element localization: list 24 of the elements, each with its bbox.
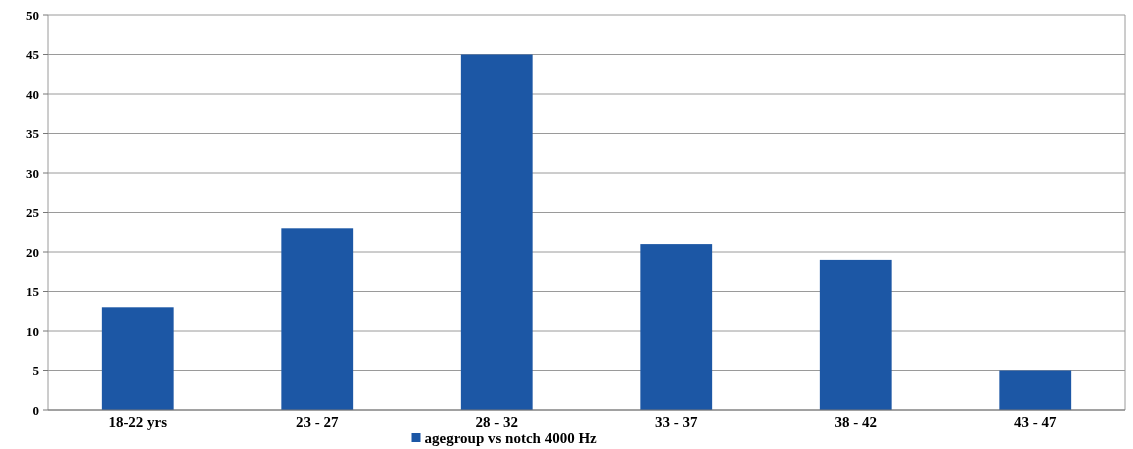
x-tick-label: 18-22 yrs	[108, 414, 168, 430]
y-tick-label: 35	[26, 126, 40, 142]
y-tick-label: 5	[32, 363, 40, 379]
bar	[460, 54, 533, 410]
x-tick-label: 28 - 32	[475, 414, 518, 430]
y-tick-label: 0	[32, 402, 39, 418]
bar	[101, 307, 174, 410]
x-tick-label: 23 - 27	[296, 414, 339, 430]
x-tick-label: 33 - 37	[655, 414, 698, 430]
x-tick-label: 43 - 47	[1014, 414, 1057, 430]
y-tick-label: 15	[26, 284, 40, 300]
bar	[281, 228, 354, 410]
bar	[640, 244, 713, 410]
bar	[999, 370, 1072, 410]
y-tick-label: 50	[26, 7, 39, 23]
y-tick-label: 40	[26, 86, 39, 102]
legend-label: agegroup vs notch 4000 Hz	[424, 430, 598, 446]
y-tick-label: 45	[26, 47, 40, 63]
x-tick-label: 38 - 42	[834, 414, 877, 430]
y-tick-label: 10	[26, 323, 39, 339]
y-tick-label: 30	[26, 165, 39, 181]
y-tick-label: 20	[26, 244, 39, 260]
y-tick-label: 25	[26, 205, 40, 221]
bar	[819, 259, 892, 410]
